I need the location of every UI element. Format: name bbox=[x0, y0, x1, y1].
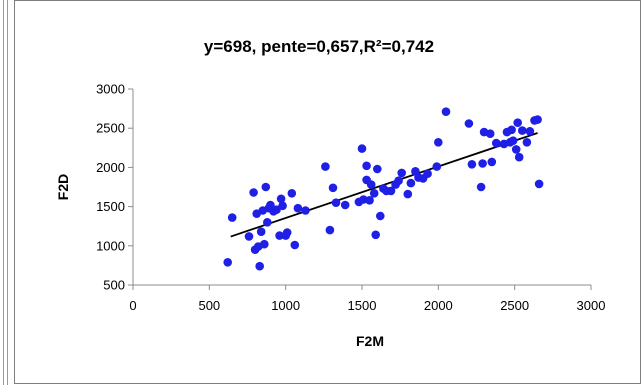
data-point bbox=[256, 227, 266, 236]
data-point bbox=[441, 107, 451, 116]
data-point bbox=[325, 225, 335, 235]
data-point bbox=[275, 231, 284, 240]
data-point bbox=[272, 205, 281, 214]
data-point bbox=[369, 189, 379, 198]
data-point bbox=[514, 152, 524, 162]
data-point bbox=[464, 119, 474, 128]
chart-title: y=698, pente=0,657,R²=0,742 bbox=[204, 37, 434, 56]
data-point bbox=[282, 228, 292, 237]
window-left-edge bbox=[0, 0, 14, 385]
data-point bbox=[478, 159, 487, 168]
data-point bbox=[287, 189, 297, 198]
data-point bbox=[423, 169, 432, 178]
data-point bbox=[278, 201, 287, 211]
data-point bbox=[522, 138, 532, 147]
data-point bbox=[511, 145, 521, 154]
x-tick-label: 2500 bbox=[500, 298, 529, 313]
data-point bbox=[394, 176, 403, 185]
data-point bbox=[321, 162, 330, 171]
x-tick-label: 0 bbox=[129, 298, 136, 313]
chart-area[interactable] bbox=[14, 0, 641, 384]
x-tick-label: 3000 bbox=[577, 298, 606, 313]
data-point bbox=[507, 125, 516, 135]
data-point bbox=[227, 213, 237, 222]
data-point bbox=[386, 186, 396, 196]
x-tick-label: 1500 bbox=[348, 298, 377, 313]
x-tick-label: 2000 bbox=[424, 298, 453, 313]
data-point bbox=[487, 157, 497, 167]
data-point bbox=[371, 230, 381, 240]
edge-line bbox=[3, 0, 4, 385]
points-group bbox=[223, 107, 544, 271]
data-point bbox=[513, 118, 522, 127]
data-point bbox=[366, 180, 376, 189]
x-tick-label: 1000 bbox=[271, 298, 300, 313]
data-point bbox=[261, 182, 271, 192]
data-point bbox=[432, 162, 442, 171]
data-point bbox=[331, 198, 341, 207]
data-point bbox=[255, 261, 264, 271]
data-point bbox=[534, 179, 544, 189]
data-point bbox=[434, 138, 443, 147]
data-point bbox=[290, 240, 300, 250]
y-tick-label: 500 bbox=[103, 278, 125, 293]
data-point bbox=[476, 182, 486, 192]
data-point bbox=[508, 136, 518, 145]
data-point bbox=[293, 203, 303, 213]
data-point bbox=[328, 183, 338, 193]
y-tick-label: 1500 bbox=[96, 199, 125, 214]
data-point bbox=[373, 164, 382, 174]
y-tick-label: 2500 bbox=[96, 121, 125, 136]
data-point bbox=[263, 218, 272, 227]
data-point bbox=[525, 127, 535, 136]
data-point bbox=[260, 239, 269, 249]
y-axis-label: F2D bbox=[55, 174, 71, 200]
x-tick-label: 500 bbox=[198, 298, 220, 313]
y-tick-label: 3000 bbox=[96, 82, 125, 97]
data-point bbox=[276, 194, 286, 204]
data-point bbox=[376, 211, 385, 221]
data-point bbox=[518, 126, 527, 135]
y-tick-label: 1000 bbox=[96, 238, 125, 253]
y-tick-label: 2000 bbox=[96, 160, 125, 175]
data-point bbox=[365, 196, 374, 205]
data-point bbox=[406, 178, 416, 188]
data-point bbox=[362, 161, 371, 171]
data-point bbox=[249, 188, 258, 197]
data-point bbox=[492, 138, 501, 148]
axes: 500 1000 1500 2000 2500 3000 0 500 1000 1500 2000 2… bbox=[96, 82, 605, 314]
edge-line bbox=[7, 0, 8, 385]
data-point bbox=[533, 115, 542, 124]
data-point bbox=[244, 232, 254, 241]
data-point bbox=[403, 189, 413, 199]
data-point bbox=[485, 129, 495, 138]
x-axis-label: F2M bbox=[356, 333, 384, 349]
data-point bbox=[340, 200, 350, 210]
data-point bbox=[301, 206, 310, 215]
data-point bbox=[223, 258, 232, 267]
data-point bbox=[467, 160, 477, 169]
data-point bbox=[397, 168, 407, 178]
data-point bbox=[357, 144, 367, 153]
